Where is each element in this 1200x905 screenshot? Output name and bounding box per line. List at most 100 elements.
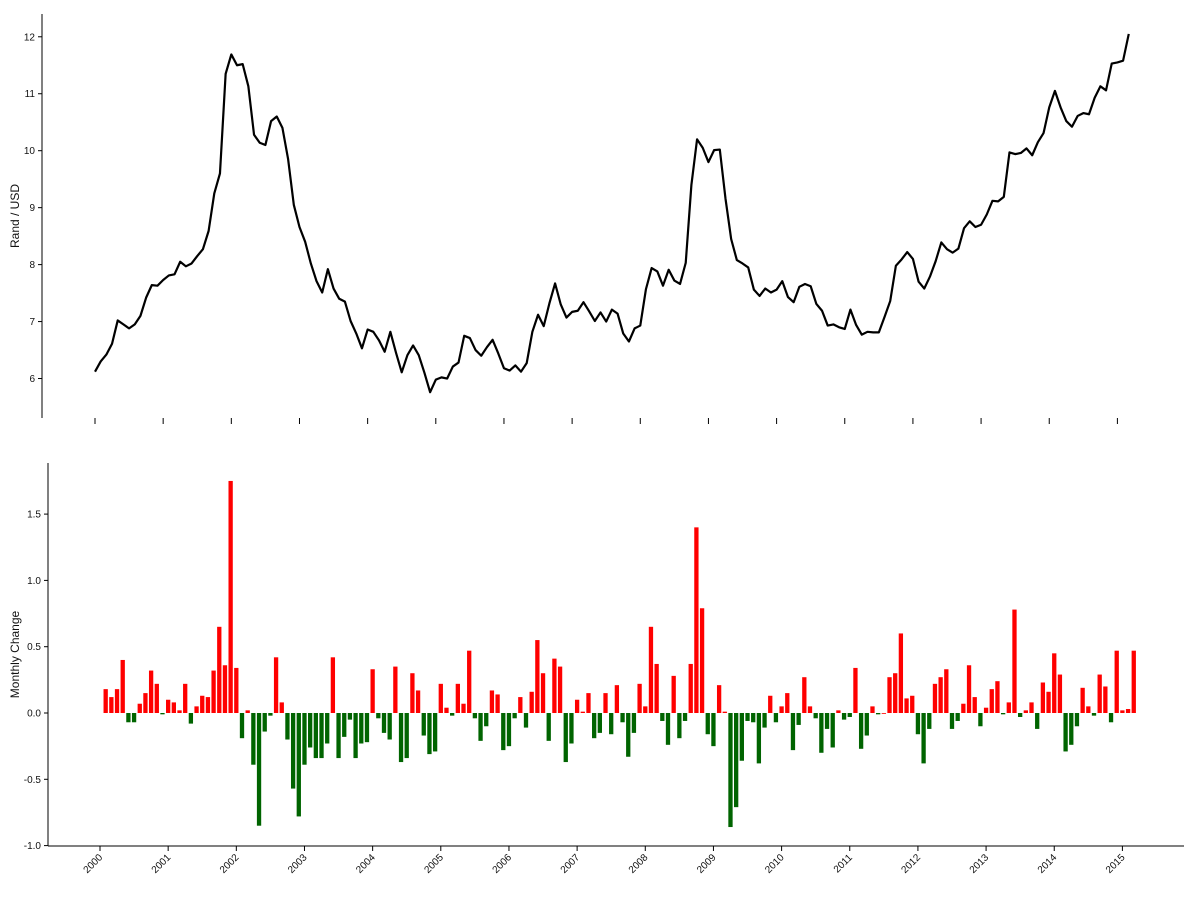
- monthly-change-bar: [603, 693, 608, 713]
- monthly-change-bar: [529, 691, 534, 713]
- bar-y-tick-label: 0.0: [27, 709, 41, 720]
- monthly-change-bar: [1108, 713, 1114, 723]
- monthly-change-bar: [841, 713, 847, 720]
- monthly-change-bar: [444, 707, 449, 713]
- monthly-change-bar: [858, 713, 864, 749]
- monthly-change-bar: [404, 713, 409, 759]
- monthly-change-bar: [864, 713, 869, 736]
- monthly-change-bar: [330, 657, 336, 713]
- line-y-axis-label: Rand / USD: [8, 184, 22, 248]
- monthly-change-bar: [359, 713, 364, 744]
- monthly-change-bar: [245, 710, 250, 713]
- monthly-change-bar: [450, 713, 455, 716]
- monthly-change-bar: [353, 713, 358, 759]
- line-y-tick-label: 9: [29, 203, 35, 214]
- monthly-change-bar: [217, 626, 222, 713]
- monthly-change-bar: [648, 626, 654, 713]
- monthly-change-bar: [586, 693, 591, 713]
- monthly-change-bar: [285, 713, 290, 740]
- monthly-change-bar: [279, 702, 284, 713]
- bar-y-tick-label: -0.5: [24, 775, 42, 786]
- monthly-change-bar: [853, 667, 858, 713]
- monthly-change-bar: [961, 703, 966, 713]
- monthly-change-bar: [1046, 691, 1051, 713]
- monthly-change-bar: [966, 665, 972, 713]
- bar-y-tick-label: 1.5: [27, 510, 41, 521]
- bar-x-tick-label: 2010: [763, 852, 787, 876]
- monthly-change-bar: [1023, 710, 1028, 713]
- monthly-change-bar: [614, 685, 620, 713]
- monthly-change-bar: [592, 713, 597, 739]
- monthly-change-bar: [904, 698, 909, 713]
- monthly-change-bar: [807, 706, 813, 713]
- line-y-tick-label: 8: [29, 260, 35, 271]
- monthly-change-bar: [978, 713, 983, 727]
- monthly-change-bar: [438, 683, 443, 713]
- monthly-change-bar: [1018, 713, 1023, 717]
- monthly-change-bar: [1052, 653, 1057, 713]
- monthly-change-bar: [773, 713, 779, 723]
- monthly-change-bar: [898, 633, 904, 713]
- monthly-change-bar: [643, 706, 648, 713]
- monthly-change-bar: [876, 713, 881, 715]
- line-panel: 6 7 8 9 10 11 12 Rand / USD: [8, 14, 1130, 424]
- monthly-change-bar: [472, 713, 478, 719]
- monthly-change-bar: [1120, 710, 1125, 713]
- bar-x-tick-label: 2007: [559, 852, 583, 876]
- bar-x-tick-label: 2006: [491, 852, 515, 876]
- monthly-change-bar: [739, 713, 744, 761]
- monthly-change-bar: [114, 689, 120, 713]
- monthly-change-bar: [1125, 709, 1131, 713]
- monthly-change-bar: [381, 713, 387, 733]
- monthly-change-bar: [660, 713, 665, 721]
- monthly-change-bar: [734, 713, 739, 808]
- monthly-change-bar: [1040, 682, 1046, 713]
- monthly-change-bar: [830, 713, 835, 748]
- monthly-change-bar: [1069, 713, 1074, 745]
- monthly-change-bar: [398, 713, 404, 763]
- monthly-change-bar: [694, 527, 699, 713]
- monthly-change-bar: [671, 675, 676, 713]
- bar-x-tick-label: 2012: [900, 852, 924, 876]
- monthly-change-bar: [631, 713, 637, 733]
- monthly-change-bar: [393, 666, 398, 713]
- monthly-change-bar: [302, 713, 307, 765]
- monthly-change-bar: [1086, 706, 1091, 713]
- monthly-change-bar: [1057, 674, 1063, 713]
- monthly-change-bar: [705, 713, 710, 735]
- monthly-change-bar: [251, 713, 256, 765]
- monthly-change-bar: [910, 695, 915, 713]
- monthly-change-bar: [103, 689, 108, 713]
- monthly-change-bar: [546, 713, 551, 741]
- monthly-change-bar: [768, 695, 773, 713]
- bar-x-tick-label: 2003: [286, 852, 310, 876]
- monthly-change-bar: [410, 673, 415, 713]
- monthly-change-bar: [654, 663, 659, 713]
- monthly-change-bar: [160, 713, 165, 715]
- monthly-change-bar: [342, 713, 347, 737]
- monthly-change-bar: [154, 683, 159, 713]
- monthly-change-bar: [995, 681, 1000, 713]
- monthly-change-bar: [1074, 713, 1080, 727]
- monthly-change-bar: [1097, 674, 1102, 713]
- bar-y-tick-label: -1.0: [24, 841, 42, 852]
- monthly-change-bar: [938, 677, 943, 713]
- monthly-change-bar: [751, 713, 756, 723]
- monthly-change-bar: [1114, 650, 1119, 713]
- monthly-change-bar: [484, 713, 489, 727]
- monthly-change-bar: [188, 713, 194, 724]
- monthly-change-bar: [501, 713, 506, 751]
- monthly-change-bar: [1000, 713, 1006, 715]
- monthly-change-bar: [626, 713, 631, 757]
- monthly-change-bar: [1035, 713, 1040, 729]
- monthly-change-bar: [1006, 702, 1011, 713]
- monthly-change-bar: [1103, 686, 1108, 713]
- monthly-change-bar: [262, 713, 267, 732]
- monthly-change-bar: [364, 713, 370, 743]
- monthly-change-bar: [847, 713, 852, 717]
- monthly-change-bar: [949, 713, 955, 729]
- monthly-change-bar: [523, 713, 529, 728]
- monthly-change-bar: [313, 713, 318, 759]
- rand-usd-series-line: [94, 33, 1130, 394]
